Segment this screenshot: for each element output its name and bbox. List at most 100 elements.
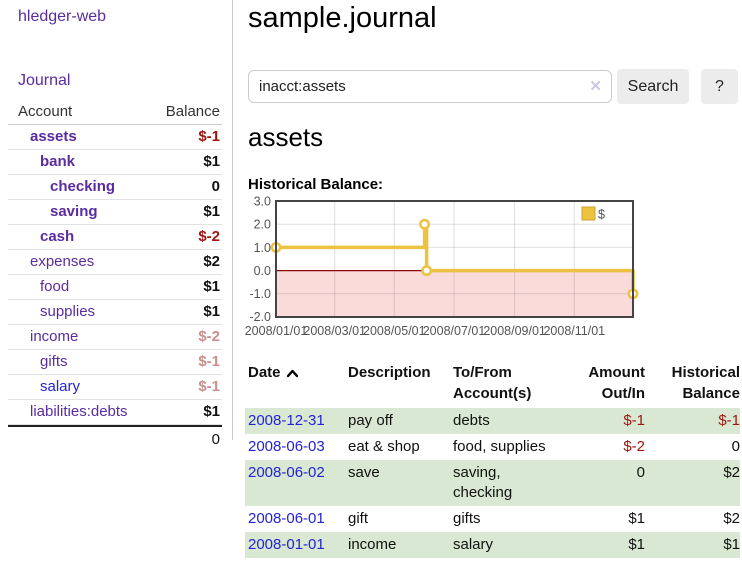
accounts-col-balance: Balance [166,103,220,120]
account-link-checking[interactable]: checking [18,177,115,197]
transaction-amount: $1 [555,506,645,532]
transaction-row: 2008-06-02 save saving, checking 0 $2 [245,460,740,506]
account-link-salary[interactable]: salary [18,377,80,397]
transaction-amount: $-1 [555,408,645,434]
sort-ascending-icon [286,363,299,384]
account-row: gifts $-1 [8,350,222,375]
svg-text:2008/01/01: 2008/01/01 [245,324,308,338]
transaction-description: gift [345,506,450,532]
account-link-income[interactable]: income [18,327,78,347]
accounts-table: Account Balance assets $-1 bank $1 check… [8,100,222,453]
account-row: cash $-2 [8,225,222,250]
svg-text:3.0: 3.0 [254,195,271,209]
svg-text:2.0: 2.0 [254,218,271,232]
column-header-date[interactable]: Date [245,360,345,408]
transaction-date-link[interactable]: 2008-01-01 [248,536,325,553]
transaction-accounts: food, supplies [450,434,555,460]
svg-text:2008/11/01: 2008/11/01 [543,324,605,338]
transaction-balance: $2 [645,460,740,506]
svg-text:-1.0: -1.0 [249,287,271,301]
column-header-balance[interactable]: Historical Balance [645,360,740,408]
account-row: bank $1 [8,150,222,175]
transaction-accounts: gifts [450,506,555,532]
account-link-bank[interactable]: bank [18,152,75,172]
account-row: salary $-1 [8,375,222,400]
account-row: liabilities:debts $1 [8,400,222,425]
column-header-amount[interactable]: Amount Out/In [555,360,645,408]
account-balance: $-1 [198,352,220,372]
transaction-description: income [345,532,450,558]
legend-label: $ [598,208,605,222]
page-title: sample.journal [248,2,437,35]
accounts-total-value: 0 [212,430,220,450]
transaction-row: 2008-06-03 eat & shop food, supplies $-2… [245,434,740,460]
transaction-balance: $-1 [645,408,740,434]
svg-text:0.0: 0.0 [254,264,271,278]
account-link-supplies[interactable]: supplies [18,302,95,322]
transaction-amount: $-2 [555,434,645,460]
historical-balance-chart: $ 3.0 2.0 1.0 0.0 -1.0 -2.0 2008/01/01 2… [245,195,643,345]
account-balance: $-1 [198,127,220,147]
account-balance: $-1 [198,377,220,397]
transaction-description: eat & shop [345,434,450,460]
transaction-description: pay off [345,408,450,434]
accounts-table-header: Account Balance [8,100,222,125]
account-balance: $-2 [198,227,220,247]
transaction-accounts: salary [450,532,555,558]
account-balance: $1 [203,152,220,172]
transaction-balance: $2 [645,506,740,532]
sidebar-item-journal[interactable]: Journal [18,72,70,90]
account-row: expenses $2 [8,250,222,275]
search-box: ✕ [248,70,612,103]
transactions-table: Date Description To/From Account(s) Amou… [245,360,740,558]
transaction-description: save [345,460,450,506]
app-title-link[interactable]: hledger-web [18,8,106,26]
account-balance: $1 [203,402,220,422]
account-link-gifts[interactable]: gifts [18,352,68,372]
transaction-balance: $1 [645,532,740,558]
column-header-account[interactable]: To/From Account(s) [450,360,555,408]
accounts-total-row: 0 [8,425,222,453]
account-balance: 0 [212,177,220,197]
svg-text:2008/03/01: 2008/03/01 [303,324,366,338]
sidebar: hledger-web Journal Account Balance asse… [0,0,233,440]
search-form: ✕ Search ? [248,69,742,104]
account-link-liabilities-debts[interactable]: liabilities:debts [18,402,128,422]
search-button[interactable]: Search [617,69,689,104]
account-link-food[interactable]: food [18,277,69,297]
svg-text:1.0: 1.0 [254,241,271,255]
transaction-row: 2008-06-01 gift gifts $1 $2 [245,506,740,532]
transactions-table-header: Date Description To/From Account(s) Amou… [245,360,740,408]
search-input[interactable] [259,72,584,101]
help-button[interactable]: ? [701,69,738,104]
transaction-date-link[interactable]: 2008-12-31 [248,412,325,429]
account-row: supplies $1 [8,300,222,325]
account-row: saving $1 [8,200,222,225]
chart-x-axis-labels: 2008/01/01 2008/03/01 2008/05/01 2008/07… [245,324,605,338]
main-content: sample.journal ✕ Search ? assets Histori… [248,0,742,582]
account-link-cash[interactable]: cash [18,227,74,247]
transaction-date-link[interactable]: 2008-06-01 [248,510,325,527]
account-link-assets[interactable]: assets [18,127,77,147]
date-header-label: Date [248,364,281,381]
accounts-col-account: Account [18,103,72,120]
chart-y-axis-labels: 3.0 2.0 1.0 0.0 -1.0 -2.0 [249,195,271,325]
chart-title: Historical Balance: [248,176,383,193]
account-balance: $-2 [198,327,220,347]
transaction-date-link[interactable]: 2008-06-03 [248,438,325,455]
chart-legend: $ [582,207,605,222]
transaction-row: 2008-01-01 income salary $1 $1 [245,532,740,558]
account-balance: $2 [203,252,220,272]
account-balance: $1 [203,202,220,222]
clear-search-icon[interactable]: ✕ [589,77,602,95]
transaction-amount: $1 [555,532,645,558]
transaction-date-link[interactable]: 2008-06-02 [248,464,325,481]
account-link-saving[interactable]: saving [18,202,98,222]
column-header-description[interactable]: Description [345,360,450,408]
account-row: assets $-1 [8,125,222,150]
svg-text:2008/09/01: 2008/09/01 [483,324,546,338]
transaction-accounts: debts [450,408,555,434]
transaction-accounts: saving, checking [450,460,555,506]
legend-swatch [582,207,595,220]
account-link-expenses[interactable]: expenses [18,252,94,272]
